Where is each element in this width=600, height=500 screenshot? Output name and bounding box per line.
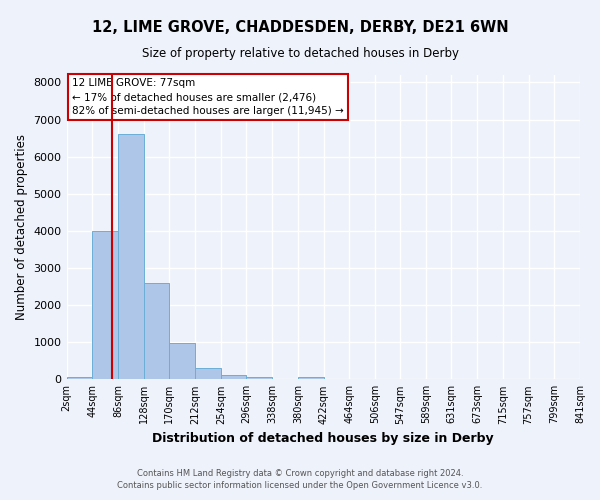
X-axis label: Distribution of detached houses by size in Derby: Distribution of detached houses by size … (152, 432, 494, 445)
Bar (67, 378, 92, 380)
Bar (195, 368, 221, 380)
Bar (247, 377, 272, 380)
Text: 12, LIME GROVE, CHADDESDEN, DERBY, DE21 6WN: 12, LIME GROVE, CHADDESDEN, DERBY, DE21 … (92, 20, 508, 35)
Bar (221, 375, 247, 380)
Y-axis label: Number of detached properties: Number of detached properties (15, 134, 28, 320)
Bar (118, 134, 143, 380)
Text: Size of property relative to detached houses in Derby: Size of property relative to detached ho… (142, 48, 458, 60)
Bar (143, 283, 169, 380)
Bar (169, 344, 195, 380)
Text: Contains HM Land Registry data © Crown copyright and database right 2024.
Contai: Contains HM Land Registry data © Crown c… (118, 469, 482, 490)
Text: 12 LIME GROVE: 77sqm
← 17% of detached houses are smaller (2,476)
82% of semi-de: 12 LIME GROVE: 77sqm ← 17% of detached h… (71, 78, 343, 116)
Bar (298, 377, 323, 380)
Bar (92, 231, 118, 380)
